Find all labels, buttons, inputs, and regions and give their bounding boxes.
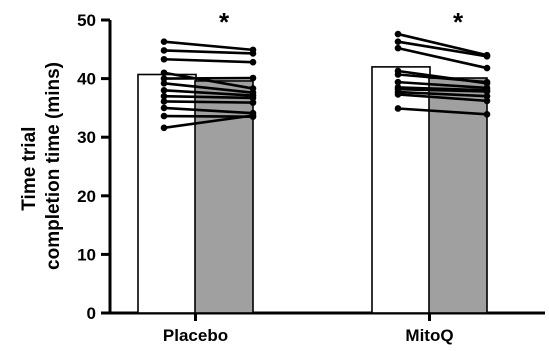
data-point-pre bbox=[160, 92, 168, 100]
paired-line bbox=[163, 71, 254, 90]
data-point-post bbox=[483, 64, 491, 72]
paired-line bbox=[163, 81, 254, 94]
data-point-post bbox=[483, 97, 491, 105]
bars-group bbox=[137, 66, 488, 314]
paired-line bbox=[397, 93, 488, 103]
x-tick-label-placebo: Placebo bbox=[163, 326, 228, 345]
paired-line bbox=[163, 40, 254, 52]
y-axis: 0 10 20 30 40 50 bbox=[77, 11, 112, 323]
data-point-pre bbox=[160, 104, 168, 112]
x-tick-label-mitoq: MitoQ bbox=[405, 326, 453, 345]
data-point-post bbox=[249, 58, 257, 66]
paired-line bbox=[397, 107, 488, 116]
data-point-pre bbox=[160, 75, 168, 82]
significance-star-mitoq: * bbox=[453, 7, 464, 37]
data-point-post bbox=[483, 111, 491, 118]
data-point-pre bbox=[160, 69, 168, 77]
paired-line bbox=[397, 46, 488, 70]
y-axis-title: Time trial completion time (mins) bbox=[19, 62, 64, 270]
paired-line bbox=[163, 106, 254, 115]
data-point-pre bbox=[160, 47, 168, 54]
data-point-post bbox=[249, 94, 257, 102]
data-point-pre bbox=[394, 38, 402, 45]
paired-lines-group bbox=[160, 30, 491, 132]
y-tick-label: 10 bbox=[77, 245, 96, 264]
paired-line bbox=[163, 94, 254, 100]
x-axis: Placebo MitoQ bbox=[108, 311, 545, 345]
data-point-post bbox=[249, 50, 257, 57]
paired-line bbox=[397, 87, 488, 93]
paired-line bbox=[397, 40, 488, 58]
paired-line bbox=[163, 100, 254, 104]
significance-star-placebo: * bbox=[219, 7, 230, 37]
y-tick-label: 0 bbox=[87, 304, 96, 323]
data-point-post bbox=[249, 99, 257, 106]
bar-pre-mitoq bbox=[371, 66, 431, 314]
data-point-pre bbox=[394, 44, 402, 52]
data-point-post bbox=[483, 78, 491, 86]
data-point-post bbox=[483, 53, 491, 60]
paired-line bbox=[163, 76, 254, 80]
data-point-post bbox=[249, 112, 257, 119]
data-point-pre bbox=[394, 71, 402, 78]
paired-line bbox=[163, 114, 254, 130]
bar-post-mitoq bbox=[428, 77, 488, 314]
data-point-pre bbox=[160, 98, 168, 105]
significance-group: * * bbox=[219, 7, 464, 37]
y-tick-label: 50 bbox=[77, 11, 96, 30]
data-point-pre bbox=[160, 79, 168, 87]
paired-line bbox=[397, 73, 488, 84]
data-point-pre bbox=[160, 38, 168, 45]
paired-line bbox=[163, 57, 254, 64]
y-tick-label: 20 bbox=[77, 187, 96, 206]
data-point-post bbox=[483, 92, 491, 100]
data-point-pre bbox=[160, 55, 168, 63]
paired-line bbox=[397, 90, 488, 98]
paired-line bbox=[397, 32, 488, 57]
data-point-pre bbox=[160, 124, 168, 132]
y-axis-title-line-2: completion time (mins) bbox=[43, 62, 64, 270]
data-point-pre bbox=[394, 78, 402, 86]
paired-line bbox=[163, 49, 254, 55]
data-point-pre bbox=[394, 91, 402, 98]
paired-line bbox=[163, 89, 254, 97]
data-point-pre bbox=[394, 30, 402, 38]
y-axis-title-line-1: Time trial bbox=[19, 127, 40, 211]
data-point-post bbox=[249, 74, 257, 82]
data-point-pre bbox=[160, 87, 168, 94]
data-point-post bbox=[483, 88, 491, 95]
y-tick-label: 40 bbox=[77, 70, 96, 89]
data-point-pre bbox=[394, 105, 402, 112]
data-point-pre bbox=[160, 112, 168, 120]
y-tick-label: 30 bbox=[77, 128, 96, 147]
paired-line bbox=[397, 80, 488, 90]
